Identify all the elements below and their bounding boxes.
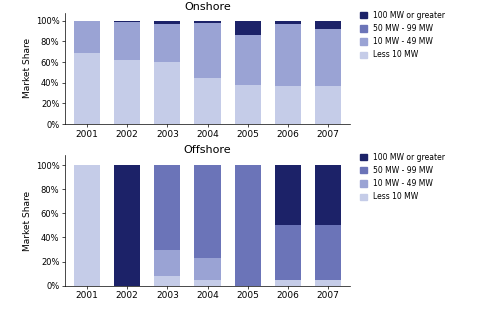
Bar: [274, 165, 301, 225]
Bar: [154, 165, 180, 250]
Title: Onshore: Onshore: [184, 2, 231, 12]
Bar: [194, 258, 220, 280]
Bar: [114, 22, 140, 60]
Bar: [154, 24, 180, 62]
Bar: [154, 21, 180, 24]
Y-axis label: Market Share: Market Share: [22, 38, 32, 98]
Bar: [315, 86, 341, 124]
Bar: [114, 165, 140, 286]
Bar: [74, 21, 100, 53]
Bar: [194, 23, 220, 78]
Bar: [274, 86, 301, 124]
Bar: [234, 35, 260, 85]
Bar: [114, 21, 140, 22]
Bar: [315, 21, 341, 29]
Bar: [194, 78, 220, 124]
Bar: [234, 85, 260, 124]
Bar: [154, 62, 180, 124]
Bar: [234, 21, 260, 35]
Legend: 100 MW or greater, 50 MW - 99 MW, 10 MW - 49 MW, Less 10 MW: 100 MW or greater, 50 MW - 99 MW, 10 MW …: [360, 11, 446, 59]
Bar: [114, 60, 140, 124]
Bar: [315, 165, 341, 225]
Bar: [194, 165, 220, 258]
Legend: 100 MW or greater, 50 MW - 99 MW, 10 MW - 49 MW, Less 10 MW: 100 MW or greater, 50 MW - 99 MW, 10 MW …: [360, 153, 446, 201]
Bar: [154, 250, 180, 276]
Title: Offshore: Offshore: [184, 145, 232, 155]
Bar: [315, 225, 341, 280]
Bar: [315, 280, 341, 286]
Bar: [74, 165, 100, 286]
Bar: [274, 24, 301, 86]
Bar: [274, 280, 301, 286]
Bar: [234, 165, 260, 286]
Bar: [274, 225, 301, 280]
Bar: [274, 21, 301, 24]
Bar: [74, 53, 100, 124]
Bar: [194, 21, 220, 23]
Bar: [194, 280, 220, 286]
Bar: [315, 29, 341, 86]
Bar: [154, 276, 180, 286]
Y-axis label: Market Share: Market Share: [22, 191, 32, 251]
